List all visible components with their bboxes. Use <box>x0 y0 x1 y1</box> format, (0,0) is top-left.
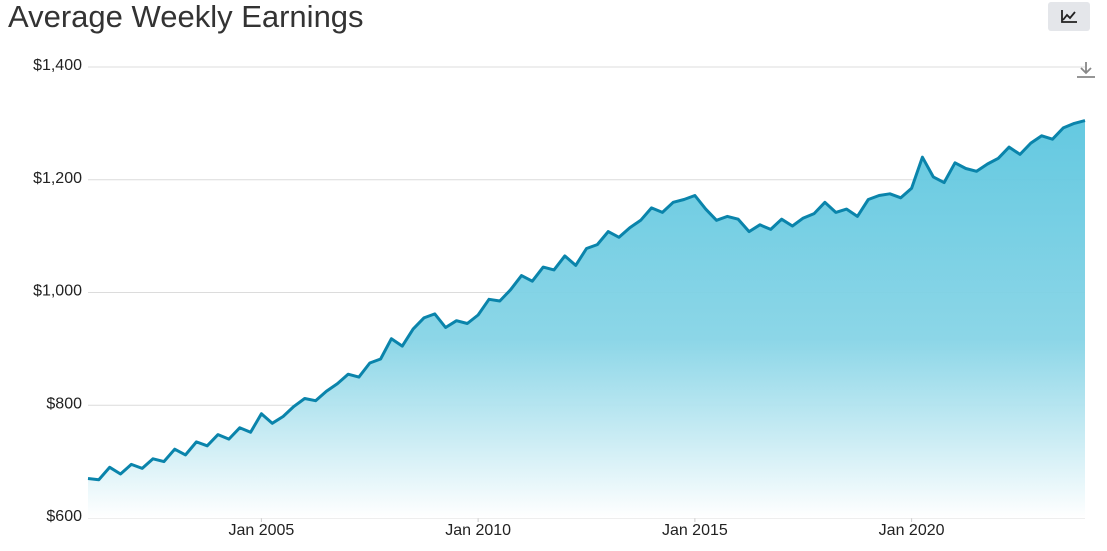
x-tick-label: Jan 2020 <box>879 522 945 539</box>
y-tick-label: $1,400 <box>33 57 82 74</box>
x-tick-label: Jan 2005 <box>228 522 294 539</box>
chart-type-button[interactable] <box>1048 2 1090 31</box>
chart-title: Average Weekly Earnings <box>8 0 364 34</box>
download-button[interactable] <box>1074 58 1098 82</box>
x-tick-label: Jan 2010 <box>445 522 511 539</box>
y-tick-label: $800 <box>46 395 82 412</box>
x-tick-label: Jan 2015 <box>662 522 728 539</box>
y-tick-label: $600 <box>46 508 82 525</box>
area-fill <box>88 120 1085 518</box>
data-line <box>87 119 1086 482</box>
y-tick-label: $1,000 <box>33 283 82 300</box>
y-tick-label: $1,200 <box>33 170 82 187</box>
